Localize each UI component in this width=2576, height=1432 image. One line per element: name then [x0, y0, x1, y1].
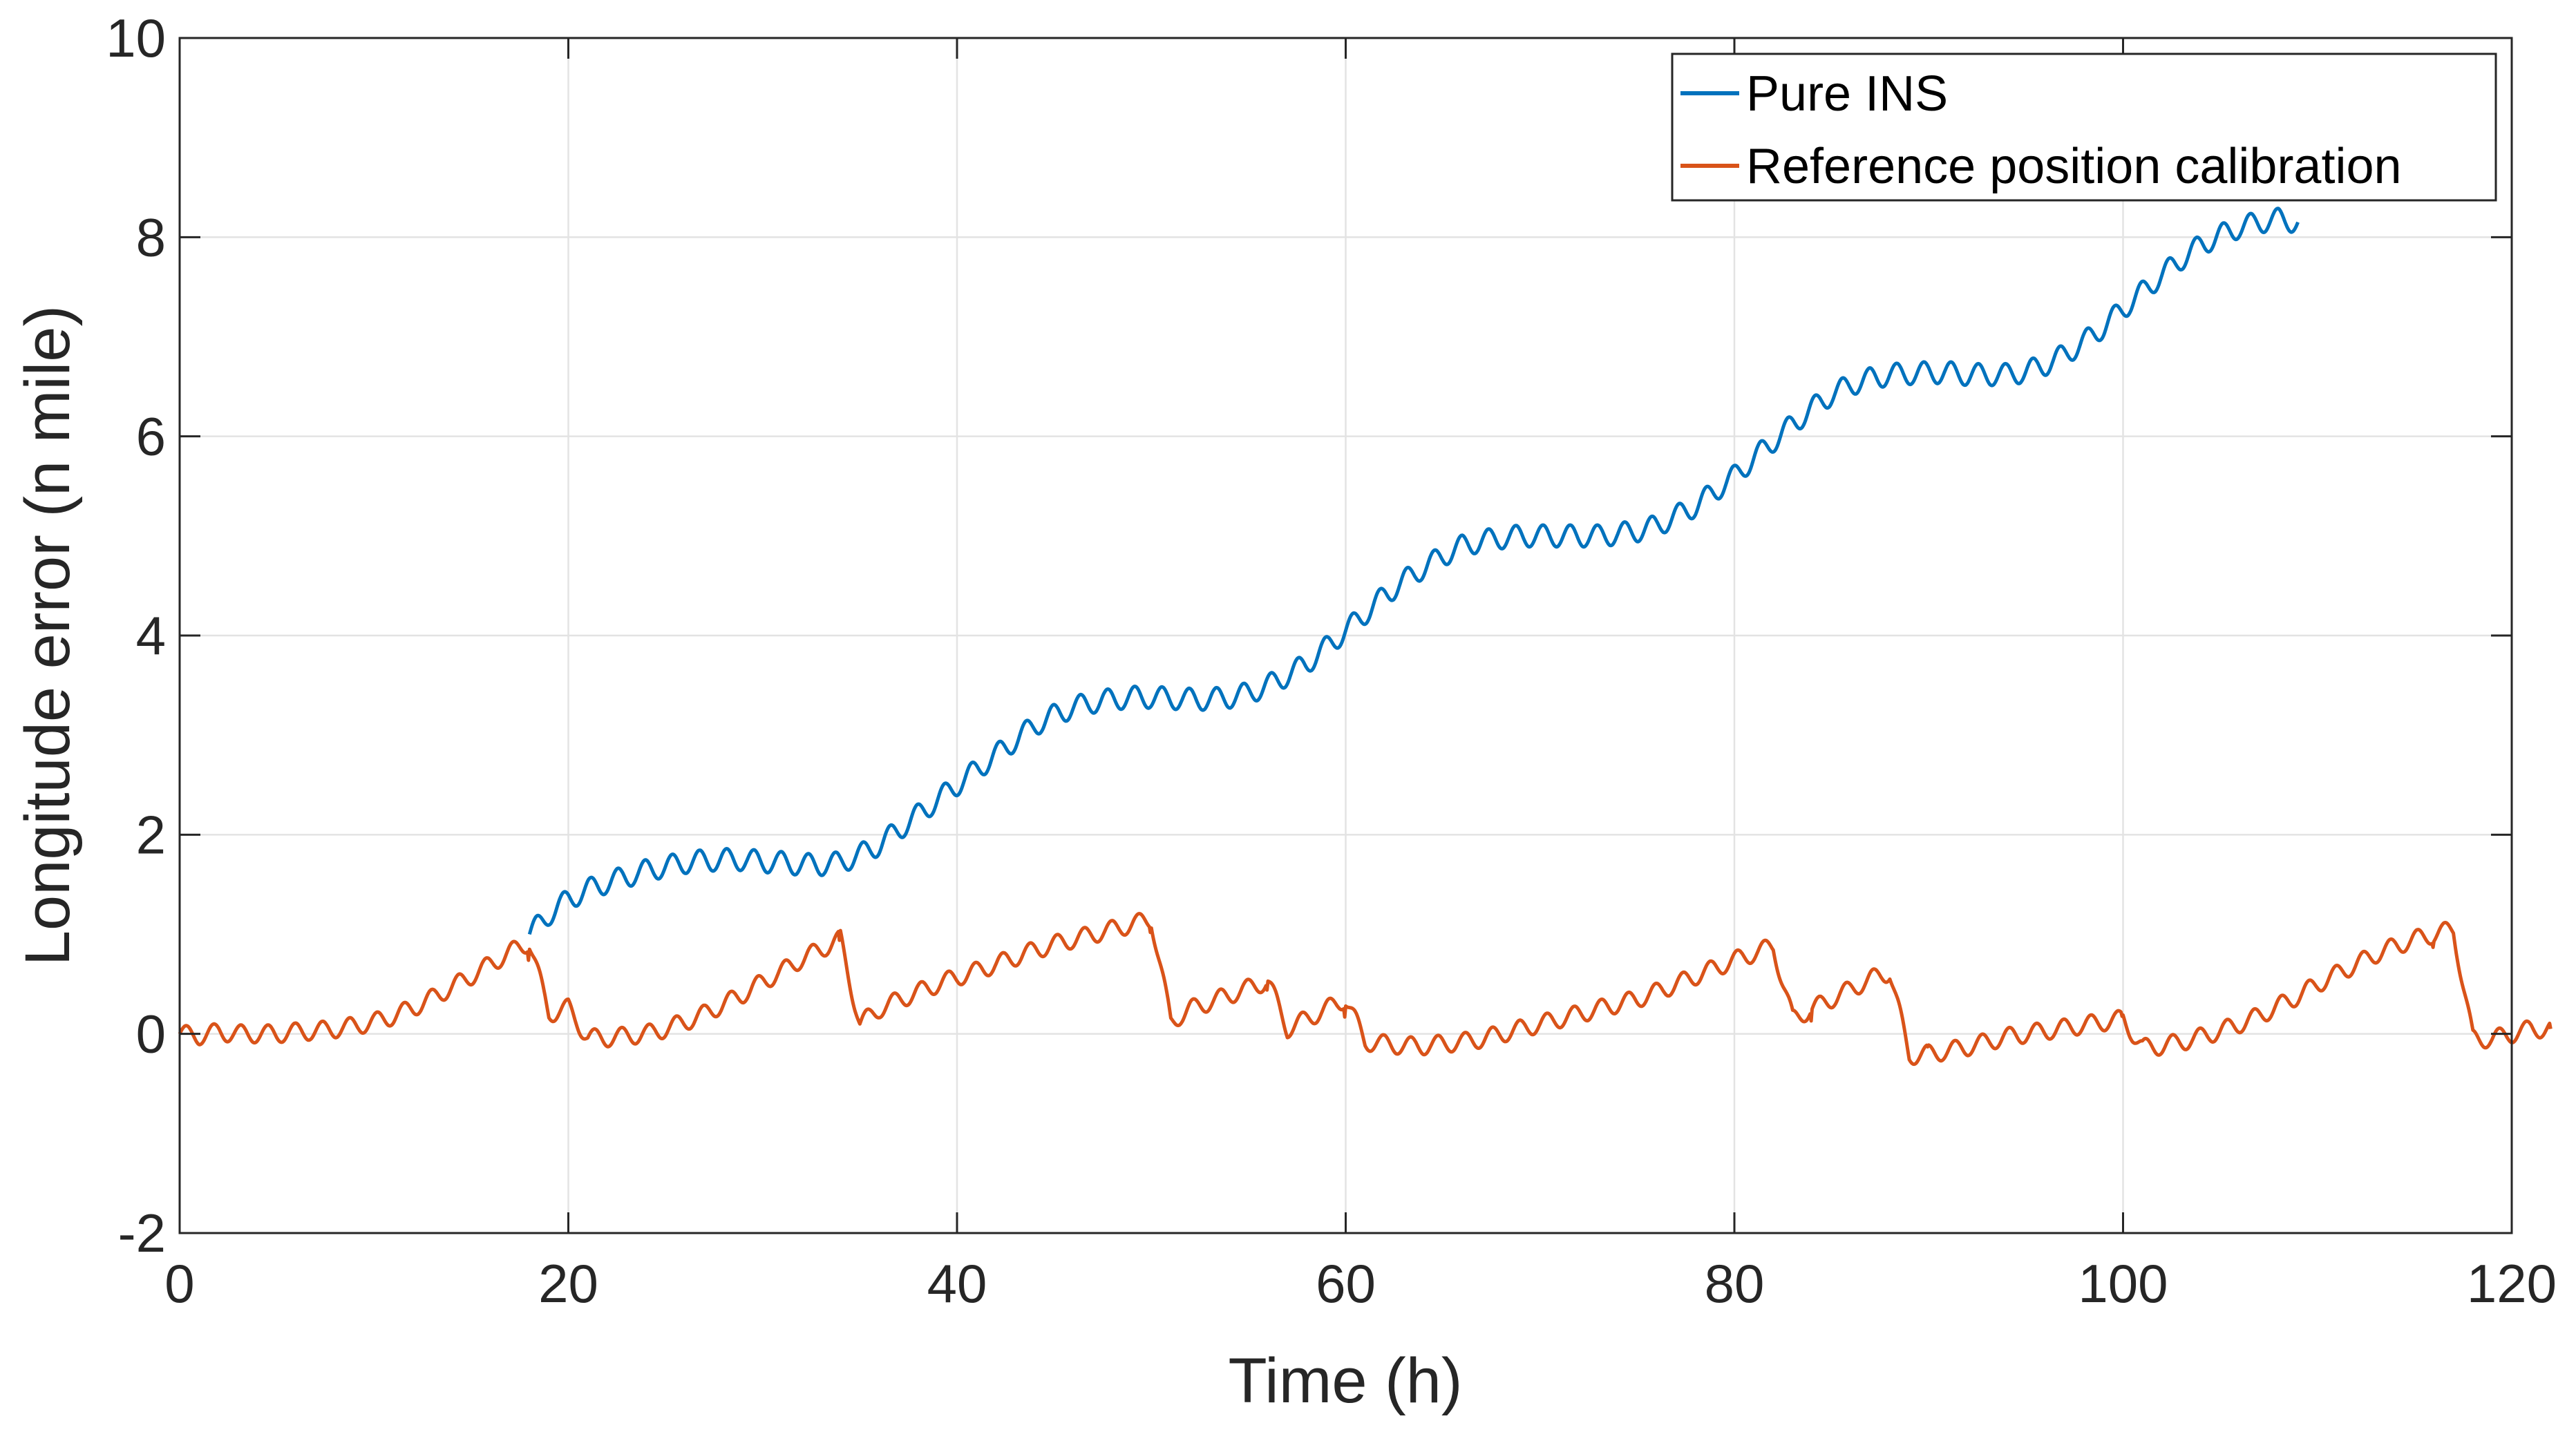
y-tick-label: 8	[136, 207, 166, 267]
legend: Pure INS Reference position calibration	[1671, 52, 2497, 202]
y-tick-label: 4	[136, 605, 166, 666]
series-line-reference-position-calibration	[178, 912, 2553, 1067]
x-tick-label: 40	[927, 1253, 987, 1314]
legend-label-reference-position-calibration: Reference position calibration	[1746, 139, 2402, 194]
x-tick-label: 80	[1705, 1253, 1765, 1314]
y-axis-title: Longitude error (n mile)	[12, 305, 83, 966]
y-tick-label: 0	[136, 1004, 166, 1065]
x-tick-label: 120	[2467, 1253, 2557, 1314]
x-tick-label: 100	[2078, 1253, 2168, 1314]
legend-box	[1671, 52, 2497, 202]
y-tick-label: 2	[136, 804, 166, 865]
series-lines	[178, 207, 2553, 1067]
legend-label-pure-ins: Pure INS	[1746, 66, 1948, 122]
x-axis-title: Time (h)	[1228, 1346, 1462, 1416]
y-tick-label: 10	[106, 8, 166, 68]
y-tick-label: 6	[136, 406, 166, 467]
y-tick-label: -2	[118, 1203, 166, 1263]
x-tick-label: 0	[164, 1253, 194, 1314]
series-line-pure-ins	[527, 207, 2300, 935]
x-tick-label: 20	[538, 1253, 598, 1314]
x-tick-label: 60	[1316, 1253, 1376, 1314]
